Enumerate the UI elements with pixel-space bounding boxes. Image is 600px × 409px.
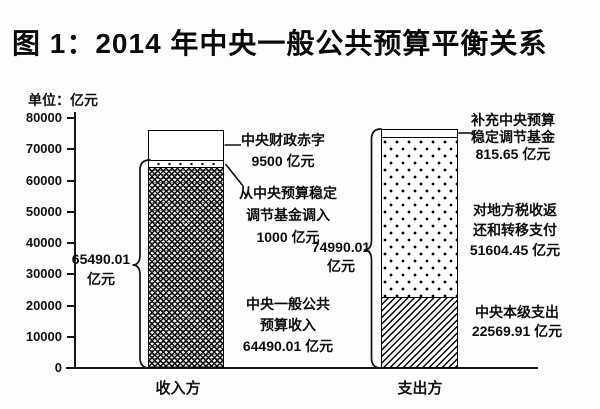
x-label-expenditure-side: 支出方 [397, 380, 443, 397]
annotation-expenditure-total: 74990.01 亿元 [311, 239, 371, 274]
y-tick-label: 80000 [25, 110, 62, 125]
chart-title: 图 1：2014 年中央一般公共预算平衡关系 [12, 28, 548, 59]
annotation-general-budget-revenue: 中央一般公共 预算收入 64490.01 亿元 [242, 296, 334, 354]
y-tick-label: 40000 [25, 235, 62, 250]
y-tick-label: 60000 [25, 172, 62, 188]
y-tick-mark [67, 335, 74, 338]
y-tick-label: 0 [54, 360, 62, 375]
y-tick-mark [67, 242, 74, 244]
y-tick-label: 50000 [25, 203, 62, 219]
y-tick-label: 30000 [25, 266, 62, 282]
y-tick-mark [67, 148, 74, 151]
annotation-central-deficit: 中央财政赤字 9500 亿元 [241, 132, 325, 169]
segment-对地方税收返还和转移支付 [382, 137, 457, 298]
y-tick-mark [67, 179, 74, 182]
bar-支出方 [381, 129, 458, 368]
y-tick-mark [67, 367, 74, 369]
y-axis [74, 112, 76, 369]
annotation-replenish-stability-fund: 补充中央预算 稳定调节基金 815.65 亿元 [471, 112, 555, 162]
y-tick-label: 10000 [25, 328, 62, 344]
annotation-stability-fund-transfer-in: 从中央预算稳定 调节基金调入 1000 亿元 [239, 185, 337, 245]
annotation-central-level-spending: 中央本级支出 22569.91 亿元 [471, 304, 563, 339]
segment-中央财政赤字 [149, 130, 223, 161]
annotation-local-tax-rebate-transfer: 对地方税收返 还和转移支付 51604.45 亿元 [469, 202, 561, 258]
annotation-revenue-total: 65490.01 亿元 [71, 251, 131, 287]
y-axis-unit-label: 单位：亿元 [28, 92, 98, 108]
segment-中央一般公共预算收入 [149, 167, 223, 367]
y-tick-mark [67, 273, 74, 276]
y-tick-label: 70000 [25, 141, 62, 157]
y-tick-mark [67, 117, 74, 119]
bar-收入方 [148, 129, 224, 368]
x-label-revenue-side: 收入方 [155, 380, 201, 397]
y-tick-mark [67, 304, 74, 307]
x-axis [66, 367, 538, 369]
segment-从中央预算稳定调节基金调入 [149, 160, 223, 168]
y-tick-label: 20000 [25, 297, 62, 313]
segment-补充中央预算稳定调节基金 [382, 130, 457, 138]
y-tick-mark [67, 210, 74, 213]
segment-中央本级支出 [382, 297, 457, 367]
